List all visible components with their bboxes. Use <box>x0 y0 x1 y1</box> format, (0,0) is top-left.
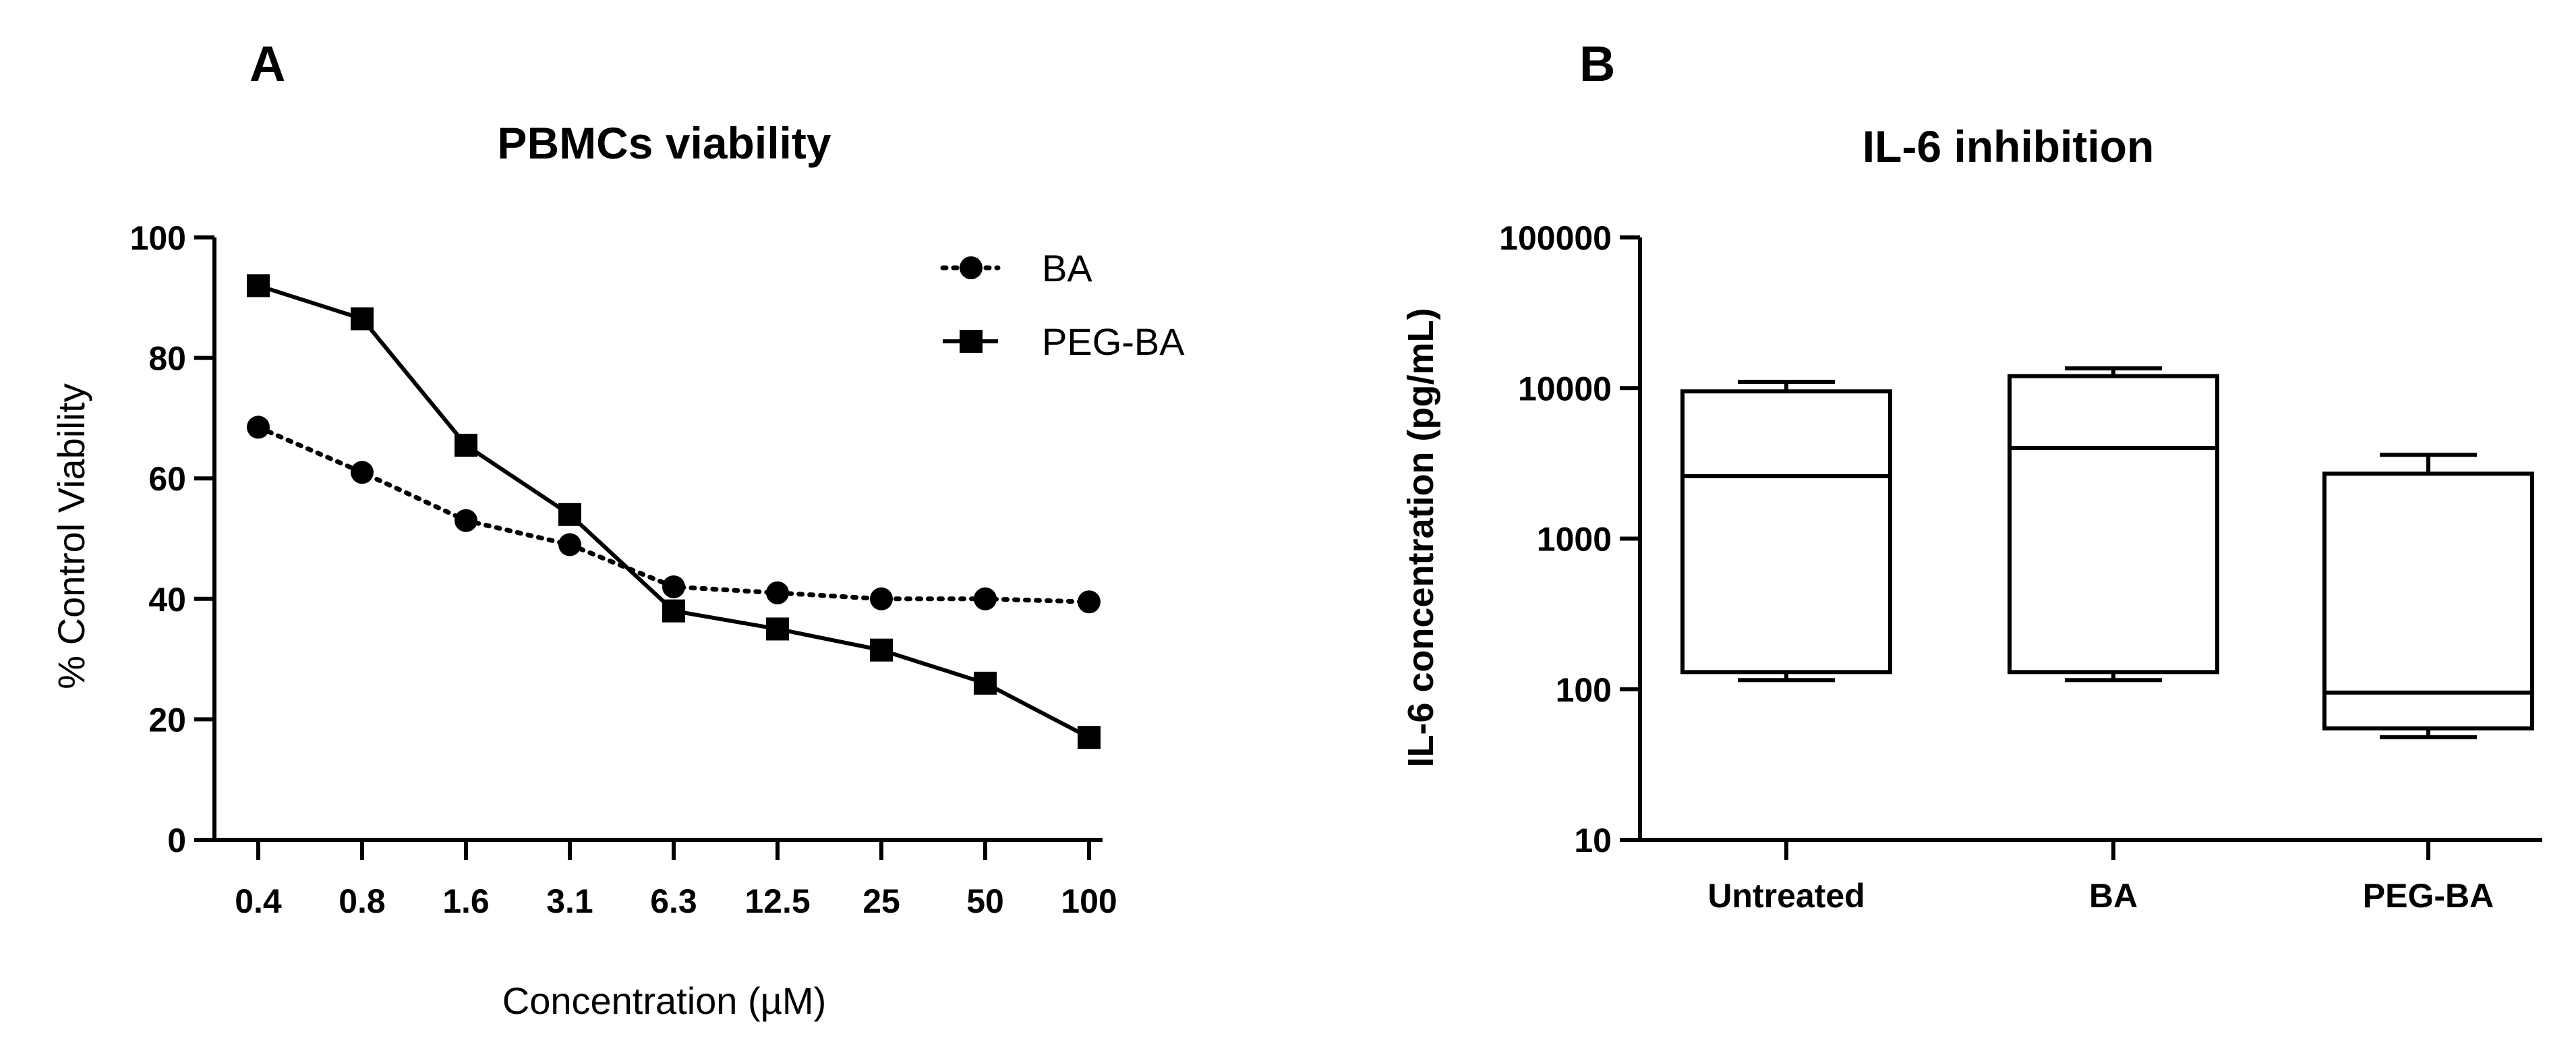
series-line-peg-ba <box>258 283 1090 739</box>
y-tick-label-a-0: 0 <box>167 822 186 859</box>
x-tick-label-a-3-1: 3.1 <box>546 882 593 920</box>
y-ticks-a: 0 20 40 60 80 100 <box>130 219 214 859</box>
legend-label-peg-ba: PEG-BA <box>1042 320 1185 363</box>
point-ba-25 <box>870 587 893 610</box>
x-tick-label-a-0-4: 0.4 <box>235 882 282 920</box>
box-ba <box>2008 374 2219 675</box>
point-peg-ba-50 <box>974 671 997 695</box>
point-peg-ba-3-1 <box>558 503 581 526</box>
x-tick-label-a-100: 100 <box>1061 882 1117 920</box>
box-untreated <box>1680 389 1892 675</box>
y-tick-label-a-80: 80 <box>148 340 186 378</box>
panel-letter-a: A <box>250 36 285 92</box>
point-ba-1-6 <box>455 509 477 532</box>
y-tick-label-b-100000: 100000 <box>1499 219 1612 257</box>
point-peg-ba-0-8 <box>351 307 374 331</box>
point-ba-100 <box>1078 590 1101 614</box>
x-tick-label-a-6-3: 6.3 <box>650 882 697 920</box>
legend-marker-ba <box>960 256 983 279</box>
boxes-b <box>1680 366 2534 739</box>
point-ba-3-1 <box>558 533 581 557</box>
chart-title-a: PBMCs viability <box>497 118 831 168</box>
point-ba-6-3 <box>662 575 685 598</box>
legend-a: BA PEG-BA <box>940 247 1185 363</box>
point-peg-ba-12-5 <box>766 617 789 641</box>
x-tick-label-b-ba: BA <box>2089 877 2138 915</box>
x-tick-label-a-0-8: 0.8 <box>339 882 386 920</box>
x-tick-label-a-25: 25 <box>862 882 900 920</box>
y-tick-label-b-10: 10 <box>1574 822 1612 859</box>
point-peg-ba-25 <box>870 638 893 662</box>
y-tick-label-a-100: 100 <box>130 219 186 257</box>
x-tick-label-b-peg-ba: PEG-BA <box>2363 877 2494 915</box>
chart-title-b: IL-6 inhibition <box>1863 121 2155 171</box>
y-tick-label-a-20: 20 <box>148 701 186 739</box>
x-tick-label-a-1-6: 1.6 <box>442 882 490 920</box>
panel-letter-b: B <box>1579 36 1615 92</box>
y-axis-label-b: IL-6 concentration (pg/mL) <box>1401 308 1441 768</box>
y-tick-label-b-10000: 10000 <box>1518 370 1612 407</box>
point-ba-50 <box>974 587 997 610</box>
legend-marker-peg-ba <box>960 330 983 353</box>
point-peg-ba-0-4 <box>247 274 270 297</box>
point-ba-0-4 <box>247 416 270 439</box>
x-ticks-b: Untreated BA PEG-BA <box>1707 840 2494 915</box>
point-ba-12-5 <box>766 581 789 604</box>
x-tick-label-a-12-5: 12.5 <box>744 882 810 920</box>
panel-a: A PBMCs viability 0 20 40 60 80 100 0.4 0.8 1.6… <box>50 36 1185 1022</box>
y-axis-label-a: % Control Viability <box>50 383 92 689</box>
point-ba-0-8 <box>351 461 374 484</box>
y-tick-label-a-60: 60 <box>148 460 186 498</box>
point-peg-ba-100 <box>1078 726 1101 749</box>
series-a <box>247 274 1101 749</box>
y-ticks-b: 10 100 1000 10000 100000 <box>1499 219 1640 859</box>
y-tick-label-a-40: 40 <box>148 581 186 619</box>
point-peg-ba-1-6 <box>455 434 477 457</box>
point-peg-ba-6-3 <box>662 599 685 623</box>
y-tick-label-b-100: 100 <box>1556 671 1612 709</box>
x-tick-label-b-untreated: Untreated <box>1707 877 1865 915</box>
x-tick-label-a-50: 50 <box>966 882 1004 920</box>
x-axis-label-a: Concentration (µM) <box>502 979 826 1022</box>
panel-b: B IL-6 inhibition 10 100 1000 10000 100000 U… <box>1401 36 2542 915</box>
legend-label-ba: BA <box>1042 247 1092 289</box>
x-ticks-a: 0.4 0.8 1.6 3.1 6.3 12.5 25 50 100 <box>235 840 1117 920</box>
box-peg-ba <box>2322 472 2534 731</box>
y-tick-label-b-1000: 1000 <box>1537 521 1612 559</box>
